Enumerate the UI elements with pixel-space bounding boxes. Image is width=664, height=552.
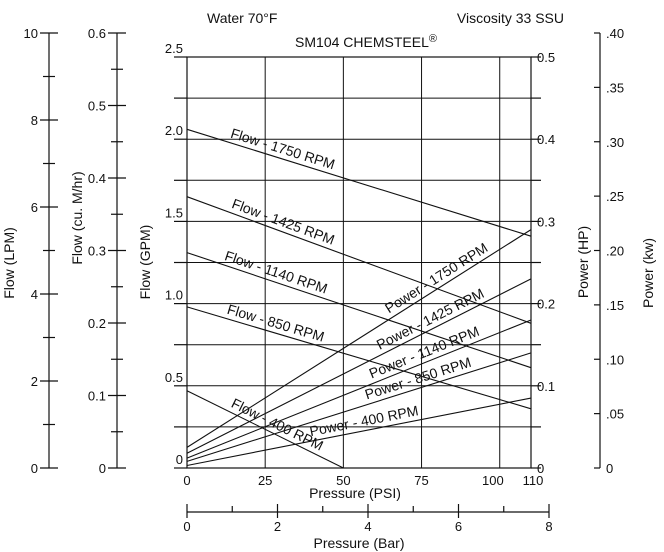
chart-title: SM104 CHEMSTEEL®: [295, 33, 437, 50]
series-label: Flow - 1140 RPM: [223, 247, 330, 296]
power_kw_axis-tick-label: 0: [606, 461, 613, 476]
hp-tick-label: 0.2: [537, 297, 555, 312]
gpm-tick-label: 1.0: [165, 288, 183, 303]
series-label: Power - 400 RPM: [308, 402, 419, 439]
power_kw_axis-tick-label: .40: [606, 26, 624, 41]
hp-tick-label: 0.1: [537, 379, 555, 394]
psi-tick-label: 25: [258, 473, 272, 488]
chart-title-mark: ®: [429, 33, 437, 45]
hp-tick-label: 0.3: [537, 214, 555, 229]
bar-tick-label: 2: [274, 519, 281, 534]
series-line-flow-850-rpm: [186, 306, 532, 410]
note-water-temperature: Water 70°F: [207, 10, 277, 26]
series-label: Flow - 1750 RPM: [229, 125, 337, 172]
y-axis-label-flow-m3: Flow (cu. M/hr): [69, 171, 85, 264]
power_kw_axis-tick-label: .35: [606, 80, 624, 95]
flow_lpm_axis-tick-label: 8: [31, 113, 38, 128]
bar-tick-label: 6: [455, 519, 462, 534]
power_kw_axis-tick-label: .25: [606, 189, 624, 204]
power_kw_axis-tick-label: .05: [606, 407, 624, 422]
series-line-flow-400-rpm: [186, 390, 344, 469]
flow_m3_axis-tick-label: 0.1: [88, 389, 106, 404]
power_kw_axis-tick-label: .10: [606, 352, 624, 367]
y-axis-label-flow-gpm: Flow (GPM): [137, 225, 153, 300]
series-line-flow-1425-rpm: [186, 196, 532, 324]
data-series: [186, 128, 532, 469]
flow_m3_axis-tick-label: 0: [99, 461, 106, 476]
axes: 00.51.01.52.02.500.10.20.30.40.502468100…: [24, 26, 625, 534]
psi-tick-label: 100: [482, 473, 504, 488]
flow_m3_axis-tick-label: 0.6: [88, 26, 106, 41]
power_kw_axis-tick-label: .15: [606, 298, 624, 313]
series-line-power-400-rpm: [186, 397, 532, 467]
series-line-flow-1750-rpm: [186, 128, 532, 237]
flow_lpm_axis-tick-label: 0: [31, 461, 38, 476]
y-axis-label-power-hp: Power (HP): [575, 226, 591, 298]
flow_m3_axis-tick-label: 0.2: [88, 316, 106, 331]
psi-tick-label: 110: [523, 473, 544, 488]
x-axis-label: Pressure (PSI): [309, 485, 401, 501]
series-line-power-1425-rpm: [186, 278, 532, 454]
gpm-tick-label: 1.5: [165, 205, 183, 220]
hp-tick-label: 0.5: [537, 50, 555, 65]
y-axis-label-flow-lpm: Flow (LPM): [1, 227, 17, 299]
gpm-tick-label: 0.5: [165, 370, 183, 385]
series-line-flow-1140-rpm: [186, 252, 532, 369]
flow_lpm_axis-tick-label: 4: [31, 287, 38, 302]
y-axis-label-power-kw: Power (kw): [640, 238, 656, 308]
hp-tick-label: 0.4: [537, 132, 555, 147]
flow_lpm_axis-tick-label: 6: [31, 200, 38, 215]
bar-tick-label: 0: [183, 519, 190, 534]
series-line-power-1140-rpm: [186, 319, 532, 459]
chart-title-text: SM104 CHEMSTEEL: [295, 34, 429, 50]
psi-tick-label: 50: [336, 473, 350, 488]
gpm-tick-label: 0: [176, 452, 183, 467]
flow_m3_axis-tick-label: 0.5: [88, 99, 106, 114]
flow_lpm_axis-tick-label: 2: [31, 374, 38, 389]
note-viscosity: Viscosity 33 SSU: [457, 10, 564, 26]
flow_m3_axis-tick-label: 0.4: [88, 171, 106, 186]
hp-tick-label: 0: [537, 461, 544, 476]
series-line-power-850-rpm: [186, 352, 532, 462]
bar-tick-label: 8: [545, 519, 552, 534]
power_kw_axis-tick-label: .30: [606, 135, 624, 150]
bar-tick-label: 4: [364, 519, 371, 534]
gpm-tick-label: 2.5: [165, 41, 183, 56]
series-line-power-1750-rpm: [186, 229, 532, 448]
psi-tick-label: 75: [414, 473, 428, 488]
secondary-x-axis-label: Pressure (Bar): [313, 535, 404, 551]
flow_lpm_axis-tick-label: 10: [24, 26, 38, 41]
power_kw_axis-tick-label: .20: [606, 244, 624, 259]
flow_m3_axis-tick-label: 0.3: [88, 244, 106, 259]
gpm-tick-label: 2.0: [165, 123, 183, 138]
psi-tick-label: 0: [183, 473, 190, 488]
